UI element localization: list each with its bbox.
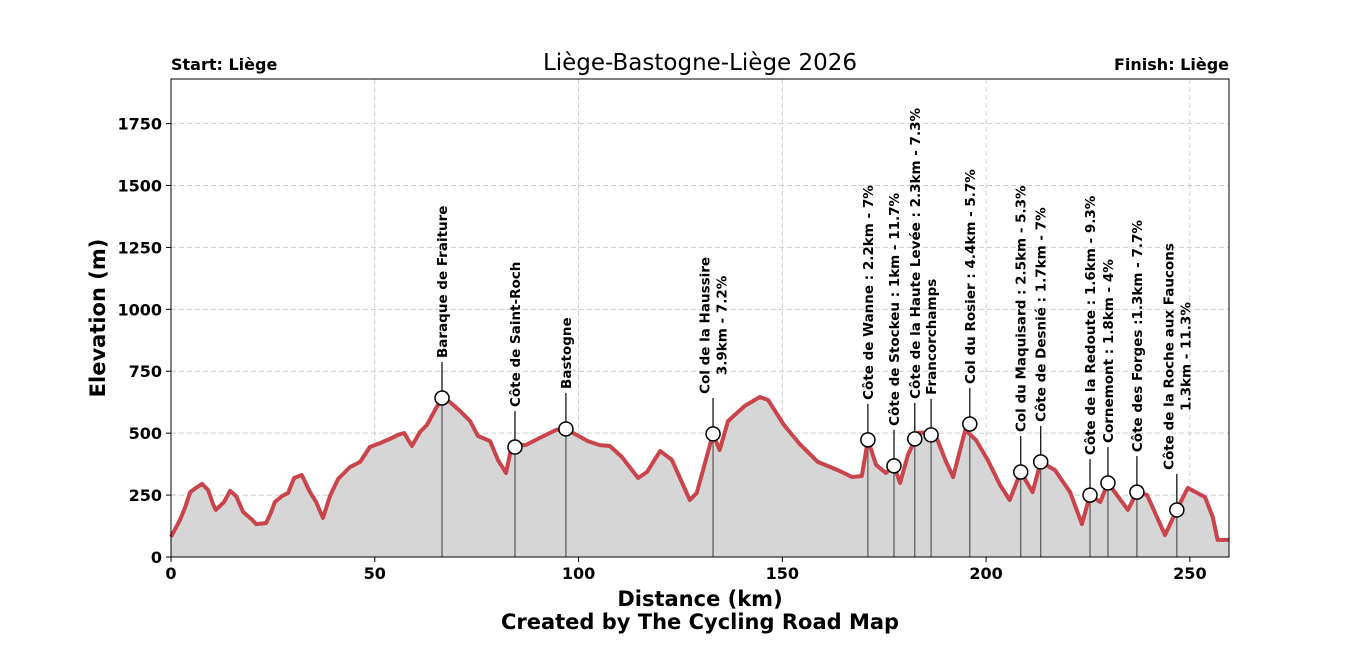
climb-label: Francorchamps (924, 279, 940, 395)
climb-marker (886, 458, 902, 474)
start-label: Start: Liège (171, 55, 277, 74)
y-tick-label: 750 (129, 362, 162, 381)
climb-label: Côte des Forges :1.3km - 7.7% (1130, 220, 1146, 452)
climb-marker (860, 432, 876, 448)
y-tick-label: 1500 (117, 176, 162, 195)
axis-ticks: 0 50 100 150 200 250 0 250 500 750 1000 1250 1500 175… (117, 115, 1206, 583)
climb-marker (907, 431, 923, 447)
plot-frame (170, 78, 1230, 558)
climb-label: Côte de la Haute Levée : 2.3km - 7.3% (908, 108, 924, 399)
climb-label: Côte de Stockeu : 1km - 11.7% (887, 192, 903, 425)
climb-marker (1082, 487, 1098, 503)
y-axis-label: Elevation (m) (86, 239, 110, 398)
climb-label: Côte de Wanne : 2.2km - 7% (861, 185, 877, 400)
x-tick-label: 0 (165, 564, 176, 583)
climb-stems (441, 397, 1178, 557)
climb-marker (1032, 454, 1049, 470)
climb-label: Cornemont : 1.8km - 4% (1101, 259, 1117, 443)
credit-label: Created by The Cycling Road Map (501, 610, 899, 634)
climb-marker (1169, 502, 1185, 518)
climb-marker (558, 421, 574, 437)
climb-markers (434, 361, 1185, 518)
climb-label: Côte de la Roche aux Faucons (1161, 243, 1177, 470)
chart-title: Liège-Bastogne-Liège 2026 (543, 50, 857, 76)
y-tick-label: 1000 (117, 300, 162, 319)
y-tick-label: 250 (129, 486, 162, 505)
x-tick-label: 150 (766, 564, 799, 583)
climb-label: Baraque de Fraiture (435, 206, 451, 358)
climb-label: Côte de la Redoute : 1.6km - 9.3% (1083, 195, 1099, 455)
climb-marker (1129, 484, 1145, 500)
y-tick-label: 0 (151, 548, 162, 567)
climb-label: Côte de Saint-Roch (508, 262, 524, 407)
climb-label: Col du Maquisard : 2.5km - 5.3% (1014, 185, 1030, 432)
climb-label: Col de la Haussire (698, 257, 714, 394)
y-tick-label: 1750 (117, 115, 162, 134)
x-tick-label: 100 (562, 564, 595, 583)
climb-marker (1100, 475, 1116, 491)
x-tick-label: 50 (364, 564, 386, 583)
y-tick-label: 1250 (117, 238, 162, 257)
climb-label: Bastogne (559, 317, 575, 389)
x-tick-label: 250 (1173, 564, 1206, 583)
finish-label: Finish: Liège (1114, 55, 1229, 74)
climb-annotations: Baraque de Fraiture Côte de Saint-Roch Bas… (435, 108, 1194, 470)
climb-label: 1.3km - 11.3% (1178, 302, 1194, 411)
climb-marker (1012, 464, 1029, 480)
climb-label: Côte de Desnié : 1.7km - 7% (1034, 207, 1050, 422)
x-tick-label: 200 (969, 564, 1002, 583)
climb-marker (705, 426, 721, 442)
climb-label: 3.9km - 7.2% (715, 275, 731, 375)
climb-label: Col du Rosier : 4.4km - 5.7% (963, 169, 979, 384)
climb-marker (507, 439, 523, 455)
climb-marker (434, 390, 450, 406)
y-tick-label: 500 (129, 424, 162, 443)
x-axis-label: Distance (km) (617, 587, 782, 611)
climb-marker (962, 416, 978, 432)
climb-marker (923, 427, 939, 443)
